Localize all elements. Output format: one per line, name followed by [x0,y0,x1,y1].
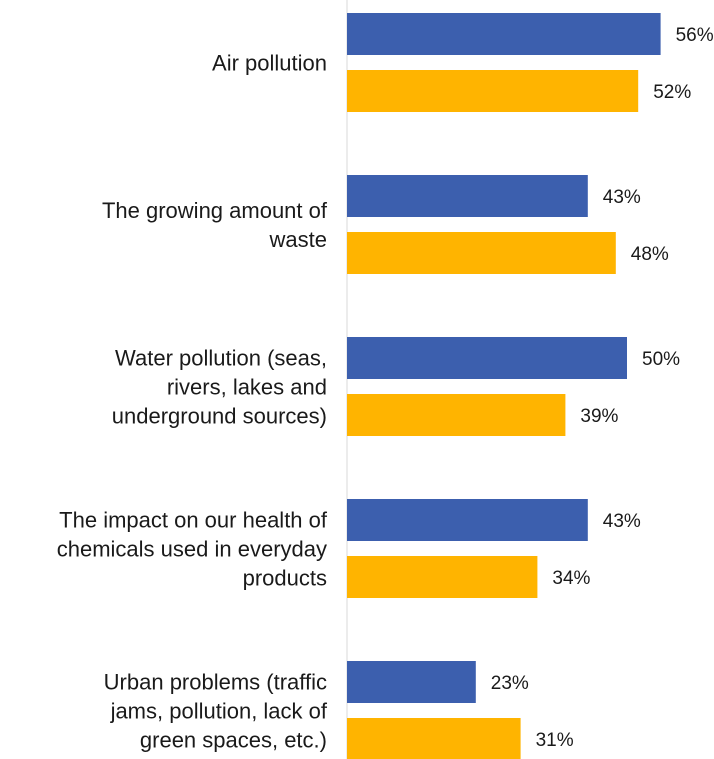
data-label: 23% [491,673,529,694]
data-label: 52% [653,82,691,103]
bar [347,70,639,112]
bar [347,661,476,703]
category-label-line: The growing amount of [102,198,328,223]
category-label-line: The impact on our health of [59,508,328,533]
bars [347,13,661,759]
bar [347,13,661,55]
data-label: 31% [536,730,574,751]
category-label-line: green spaces, etc.) [140,728,327,753]
bar [347,232,616,274]
category-label: Urban problems (traffic jams, pollution, … [104,670,328,753]
bar [347,175,588,217]
data-labels: 56% 52% 43% 48% 50% 39% 43% 34% 23% 31% [491,25,714,751]
category-label-line: underground sources) [112,404,327,429]
category-label: Air pollution [212,51,327,76]
data-label: 34% [552,568,590,589]
bar [347,499,588,541]
category-label-line: waste [269,227,327,252]
category-label: The impact on our health of chemicals use… [57,508,328,591]
category-label-line: Urban problems (traffic [104,670,327,695]
bar [347,394,566,436]
category-label-line: Air pollution [212,51,327,76]
category-label-line: jams, pollution, lack of [110,699,328,724]
data-label: 50% [642,349,680,370]
category-label: The growing amount of waste [102,198,328,252]
category-label-line: rivers, lakes and [167,375,327,400]
bar [347,556,538,598]
data-label: 39% [580,406,618,427]
data-label: 43% [603,511,641,532]
category-label: Water pollution (seas, rivers, lakes and u… [112,346,327,429]
data-label: 43% [603,187,641,208]
data-label: 56% [676,25,714,46]
bar [347,337,627,379]
category-labels: Air pollution The growing amount of waste W… [57,51,328,753]
category-label-line: chemicals used in everyday [57,537,327,562]
category-label-line: products [243,566,327,591]
category-label-line: Water pollution (seas, [115,346,327,371]
bar [347,718,521,759]
data-label: 48% [631,244,669,265]
